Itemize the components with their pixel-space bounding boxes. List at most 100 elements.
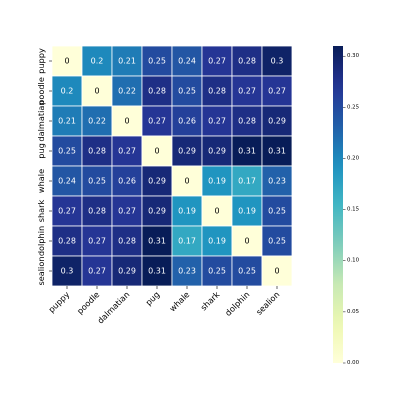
heatmap-cell-dolphin-poodle [81, 225, 113, 257]
cell-value-label: 0.21 [58, 117, 76, 126]
cell-value-label: 0.26 [178, 117, 196, 126]
heatmap-cell-sealion-sealion [261, 255, 293, 287]
cell-value-label: 0.17 [178, 237, 196, 246]
cell-value-label: 0.25 [268, 237, 286, 246]
cell-value-label: 0.25 [178, 87, 196, 96]
x-tick-label-dolphin: dolphin [223, 289, 252, 318]
colorbar-tick-label: 0.30 [347, 53, 360, 59]
cell-value-label: 0.25 [58, 147, 76, 156]
cell-value-label: 0.28 [88, 207, 106, 216]
heatmap-cell-dalmatian-pug [141, 105, 173, 137]
cell-value-label: 0.25 [148, 57, 166, 66]
heatmap-cell-shark-sealion [261, 195, 293, 227]
cell-value-label: 0.21 [118, 57, 136, 66]
cell-value-label: 0.2 [91, 57, 104, 66]
heatmap-cell-dalmatian-dolphin [231, 105, 263, 137]
heatmap-cell-whale-pug [141, 165, 173, 197]
cell-value-label: 0.28 [208, 87, 226, 96]
heatmap-cell-dolphin-whale [171, 225, 203, 257]
heatmap-cell-poodle-sealion [261, 75, 293, 107]
heatmap-cell-sealion-whale [171, 255, 203, 287]
y-tick-label-sealion: sealion [36, 256, 46, 285]
cell-value-label: 0.28 [58, 237, 76, 246]
cell-value-label: 0.29 [148, 207, 166, 216]
heatmap-cell-dolphin-shark [201, 225, 233, 257]
cell-value-label: 0.31 [268, 147, 286, 156]
y-tick-label-dalmatian: dalmatian [36, 100, 46, 141]
cell-value-label: 0.29 [118, 267, 136, 276]
colorbar-tick-label: 0.15 [347, 207, 359, 213]
cell-value-label: 0.23 [268, 177, 286, 186]
x-tick-label-sealion: sealion [254, 289, 282, 317]
colorbar-tick-label: 0.25 [347, 104, 359, 110]
cell-value-label: 0.3 [61, 267, 74, 276]
heatmap-cell-dolphin-dolphin [231, 225, 263, 257]
heatmap-cell-dalmatian-poodle [81, 105, 113, 137]
cell-value-label: 0.25 [268, 207, 286, 216]
x-tick-label-whale: whale [167, 289, 191, 313]
cell-value-label: 0.27 [208, 57, 226, 66]
heatmap-cell-puppy-shark [201, 45, 233, 77]
heatmap-cell-dalmatian-whale [171, 105, 203, 137]
x-tick-label-shark: shark [198, 289, 221, 312]
heatmap-cell-dalmatian-shark [201, 105, 233, 137]
y-tick-label-pug: pug [36, 143, 46, 159]
heatmap-cell-dalmatian-sealion [261, 105, 293, 137]
cell-value-label: 0.23 [178, 267, 196, 276]
heatmap-cell-pug-pug [141, 135, 173, 167]
cell-value-label: 0.28 [118, 237, 136, 246]
heatmap-cell-shark-dolphin [231, 195, 263, 227]
cell-value-label: 0.28 [238, 57, 256, 66]
cell-value-label: 0.22 [88, 117, 106, 126]
cell-value-label: 0.19 [238, 207, 256, 216]
colorbar-gradient [333, 46, 343, 363]
colorbar-tick-label: 0.10 [347, 258, 360, 264]
cell-value-label: 0.24 [178, 57, 196, 66]
cell-value-label: 0.31 [148, 267, 166, 276]
x-tick-label-pug: pug [143, 289, 161, 307]
cell-value-label: 0.2 [61, 87, 74, 96]
colorbar-tick-label: 0.20 [347, 155, 360, 161]
cell-value-label: 0.29 [148, 177, 166, 186]
x-tick-label-puppy: puppy [46, 289, 71, 314]
heatmap-cell-dolphin-puppy [51, 225, 83, 257]
cell-value-label: 0.28 [148, 87, 166, 96]
cell-value-label: 0.28 [238, 117, 256, 126]
cell-value-label: 0.25 [208, 267, 226, 276]
colorbar-tick-label: 0.00 [347, 360, 360, 366]
heatmap-cell-sealion-dalmatian [111, 255, 143, 287]
heatmap-cell-poodle-poodle [81, 75, 113, 107]
y-tick-label-whale: whale [36, 169, 46, 193]
cell-value-label: 0 [274, 267, 279, 276]
cell-value-label: 0.25 [88, 177, 106, 186]
cell-value-label: 0.27 [118, 147, 136, 156]
y-tick-label-dolphin: dolphin [36, 226, 46, 256]
cell-value-label: 0.26 [118, 177, 136, 186]
cell-value-label: 0.22 [118, 87, 136, 96]
cell-value-label: 0 [214, 207, 219, 216]
cell-value-label: 0.29 [268, 117, 286, 126]
cell-value-label: 0.27 [118, 207, 136, 216]
cell-value-label: 0.31 [238, 147, 256, 156]
heatmap-cell-shark-whale [171, 195, 203, 227]
colorbar: 0.00 0.05 0.10 0.15 0.20 0.25 0.30 [333, 46, 360, 366]
cell-value-label: 0.25 [238, 267, 256, 276]
cell-value-label: 0.27 [88, 267, 106, 276]
heatmap-cell-shark-poodle [81, 195, 113, 227]
y-tick-label-shark: shark [36, 199, 46, 222]
cell-value-label: 0.29 [178, 147, 196, 156]
heatmap-cell-poodle-pug [141, 75, 173, 107]
cell-value-label: 0.19 [178, 207, 196, 216]
heatmap-cell-poodle-shark [201, 75, 233, 107]
cell-value-label: 0.17 [238, 177, 256, 186]
heatmap-cell-puppy-sealion [261, 45, 293, 77]
cell-value-label: 0.31 [148, 237, 166, 246]
heatmap-cell-pug-dalmatian [111, 135, 143, 167]
cell-value-label: 0 [64, 57, 69, 66]
heatmap-cell-dalmatian-dalmatian [111, 105, 143, 137]
x-tick-label-dalmatian: dalmatian [95, 289, 131, 325]
x-tick-label-poodle: poodle [75, 289, 102, 316]
